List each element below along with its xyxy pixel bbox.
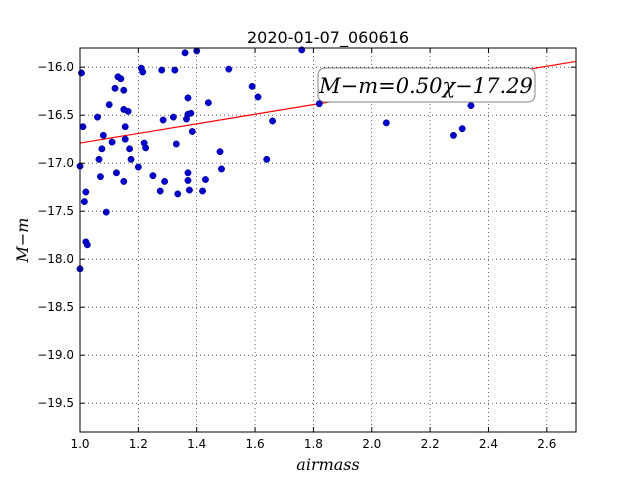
x-tick-label: 2.6 — [537, 437, 556, 451]
data-point — [139, 68, 147, 76]
data-point — [120, 177, 128, 185]
data-point — [204, 99, 212, 107]
data-point — [78, 69, 85, 77]
data-point — [171, 66, 179, 74]
y-tick-label: −18.5 — [37, 300, 74, 314]
data-point — [185, 186, 193, 194]
data-point — [161, 177, 169, 185]
data-point — [79, 123, 87, 131]
y-tick-label: −17.0 — [37, 156, 74, 170]
axis-ticks: 1.0 1.2 1.4 1.6 1.8 2.0 2.2 2.4 2.6 −16.0 −16.5 −17… — [37, 48, 576, 451]
data-point — [174, 190, 182, 198]
data-point — [450, 131, 457, 139]
annotation-box — [317, 67, 536, 103]
data-point — [263, 155, 271, 163]
x-tick-label: 2.2 — [421, 437, 440, 451]
data-point — [82, 188, 90, 196]
data-point — [108, 138, 116, 146]
data-point — [315, 100, 323, 108]
data-point — [95, 155, 103, 163]
x-tick-label: 1.2 — [129, 437, 148, 451]
data-point — [184, 177, 192, 184]
data-point — [134, 163, 142, 171]
data-point — [187, 109, 195, 117]
x-tick-label: 1.6 — [246, 437, 265, 451]
data-point — [159, 116, 167, 124]
x-tick-label: 2.4 — [479, 437, 498, 451]
x-axis-label: airmass — [296, 455, 359, 474]
y-tick-label: −19.0 — [37, 348, 74, 362]
data-point — [102, 208, 110, 216]
fit-annotation: M−m=0.50χ−17.29 — [317, 67, 536, 103]
x-tick-label: 1.0 — [70, 437, 89, 451]
data-point — [149, 172, 157, 180]
data-point — [142, 144, 150, 152]
data-point — [158, 66, 166, 74]
data-point — [120, 86, 128, 94]
data-point — [111, 84, 119, 92]
data-point — [188, 128, 196, 135]
data-point — [96, 173, 104, 181]
data-point — [80, 198, 88, 206]
data-point — [382, 119, 390, 127]
y-tick-label: −19.5 — [37, 396, 74, 410]
data-point — [181, 49, 189, 57]
data-point — [248, 82, 256, 90]
data-point — [117, 75, 125, 83]
data-point — [156, 187, 164, 195]
data-point — [467, 102, 475, 110]
data-point — [94, 113, 101, 121]
data-point — [458, 125, 466, 133]
data-point — [121, 123, 129, 131]
data-point — [113, 169, 120, 177]
data-point — [202, 176, 209, 183]
data-point — [169, 113, 177, 121]
data-point — [254, 93, 262, 101]
plot-frame — [79, 47, 577, 433]
y-tick-label: −17.5 — [37, 204, 74, 218]
x-tick-label: 2.0 — [362, 437, 381, 451]
data-point — [199, 187, 206, 195]
data-point — [216, 148, 224, 156]
plot-area — [80, 48, 576, 432]
chart-title: 2020-01-07_060616 — [247, 28, 409, 48]
y-axis-label: M−m — [13, 218, 32, 264]
scatter-points — [76, 46, 475, 273]
data-point — [127, 155, 135, 163]
data-point — [83, 241, 91, 249]
y-tick-label: −16.0 — [37, 60, 74, 74]
data-point — [124, 107, 132, 115]
data-point — [126, 145, 134, 153]
data-point — [172, 140, 180, 148]
data-point — [218, 165, 225, 173]
data-point — [269, 117, 277, 125]
grid — [80, 48, 576, 432]
data-point — [105, 101, 113, 109]
data-point — [99, 131, 107, 139]
data-point — [184, 169, 192, 177]
data-point — [121, 135, 129, 143]
fit-equation: M−m=0.50χ−17.29 — [318, 74, 533, 98]
x-tick-label: 1.8 — [304, 437, 323, 451]
y-tick-label: −16.5 — [37, 108, 74, 122]
y-tick-label: −18.0 — [37, 252, 74, 266]
data-point — [225, 65, 233, 73]
x-tick-label: 1.4 — [187, 437, 206, 451]
data-point — [98, 145, 106, 153]
data-point — [184, 94, 192, 102]
